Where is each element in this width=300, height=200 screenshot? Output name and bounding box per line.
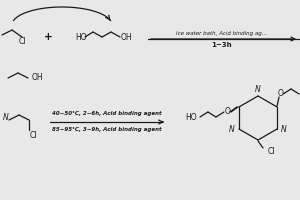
- Text: Ice water bath, Acid binding ag...: Ice water bath, Acid binding ag...: [176, 30, 268, 36]
- Text: HO: HO: [185, 112, 197, 121]
- Text: +: +: [44, 32, 52, 42]
- Text: HO: HO: [75, 32, 87, 42]
- Text: N: N: [229, 124, 235, 134]
- Text: Cl: Cl: [30, 130, 38, 140]
- Text: 85~95°C, 3~9h, Acid binding agent: 85~95°C, 3~9h, Acid binding agent: [52, 128, 162, 132]
- Text: O: O: [278, 90, 284, 98]
- Text: N: N: [281, 124, 287, 134]
- Text: 1~3h: 1~3h: [212, 42, 232, 48]
- Text: Cl: Cl: [268, 148, 275, 156]
- Text: 40~50°C, 2~6h, Acid binding agent: 40~50°C, 2~6h, Acid binding agent: [52, 112, 162, 116]
- Text: OH: OH: [121, 32, 133, 42]
- Text: O: O: [225, 108, 231, 116]
- Text: N: N: [3, 112, 9, 121]
- Text: Cl: Cl: [18, 38, 26, 46]
- Text: N: N: [255, 86, 261, 95]
- Text: OH: OH: [32, 73, 44, 82]
